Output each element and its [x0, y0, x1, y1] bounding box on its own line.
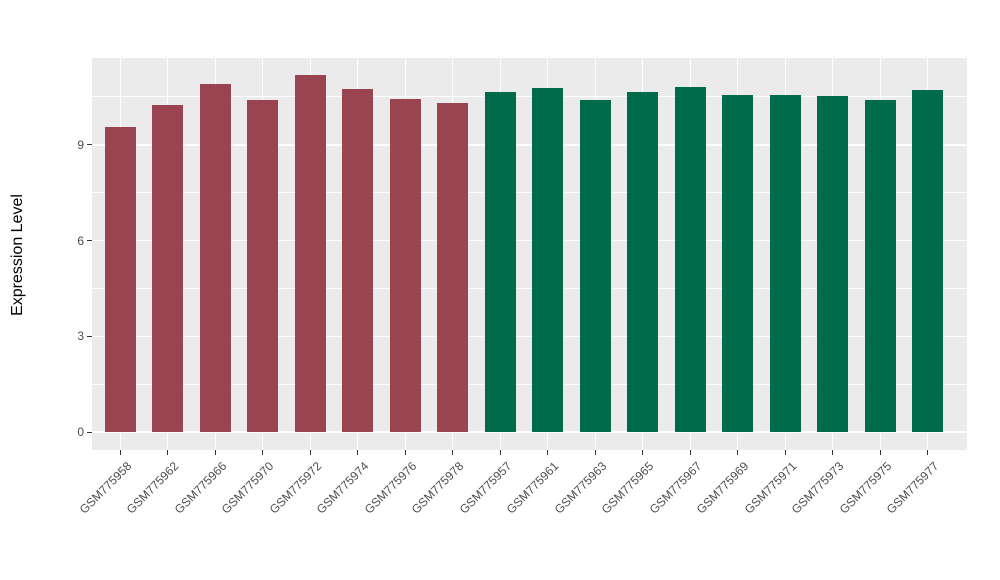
gridline-major-y: [92, 335, 967, 338]
bar-GSM775976: [389, 98, 421, 433]
gridline-major-y: [92, 239, 967, 242]
x-tick: [547, 450, 548, 455]
x-tick: [499, 450, 501, 455]
bar-GSM775965: [627, 91, 658, 433]
bar-GSM775963: [579, 99, 611, 433]
bar-GSM775975: [864, 99, 896, 433]
x-tick: [452, 450, 453, 455]
gridline-major-y: [92, 431, 967, 433]
x-tick: [262, 450, 263, 455]
bar-GSM775971: [769, 95, 801, 433]
gridline-major-y: [92, 144, 967, 146]
bar-GSM775977: [912, 89, 943, 433]
x-tick: [784, 450, 786, 455]
bar-GSM775974: [342, 88, 373, 433]
bar-GSM775957: [484, 91, 516, 433]
x-tick: [404, 450, 406, 455]
bar-GSM775966: [199, 83, 231, 433]
x-tick: [737, 450, 738, 455]
x-tick: [927, 450, 928, 455]
bar-GSM775967: [674, 87, 706, 433]
gridline-minor-y: [92, 192, 967, 194]
y-tick-label: 0: [77, 425, 84, 440]
bar-GSM775962: [152, 104, 183, 433]
x-tick: [167, 450, 168, 455]
bar-GSM775958: [104, 126, 136, 433]
y-tick: [87, 431, 92, 433]
bar-GSM775961: [532, 88, 563, 433]
x-tick: [214, 450, 216, 455]
x-tick: [642, 450, 643, 455]
x-tick: [594, 450, 596, 455]
bar-GSM775969: [722, 95, 753, 433]
gridline-minor-y: [92, 96, 967, 98]
plot-panel: [92, 58, 967, 450]
y-tick-label: 3: [77, 329, 84, 344]
x-tick: [879, 450, 881, 455]
y-tick-label: 9: [77, 137, 84, 152]
y-tick-label: 6: [77, 233, 84, 248]
bar-GSM775978: [437, 103, 468, 433]
bar-GSM775973: [817, 95, 848, 433]
x-tick: [119, 450, 121, 455]
y-axis-title: Expression Level: [9, 194, 26, 316]
gridline-minor-y: [92, 287, 967, 289]
bar-GSM775970: [247, 99, 278, 433]
y-tick: [87, 144, 92, 146]
bar-GSM775972: [294, 74, 326, 433]
x-tick: [832, 450, 833, 455]
x-tick: [309, 450, 311, 455]
x-tick: [357, 450, 358, 455]
gridline-minor-y: [92, 383, 967, 385]
x-tick: [689, 450, 691, 455]
y-tick: [87, 240, 92, 242]
y-tick: [87, 335, 92, 337]
